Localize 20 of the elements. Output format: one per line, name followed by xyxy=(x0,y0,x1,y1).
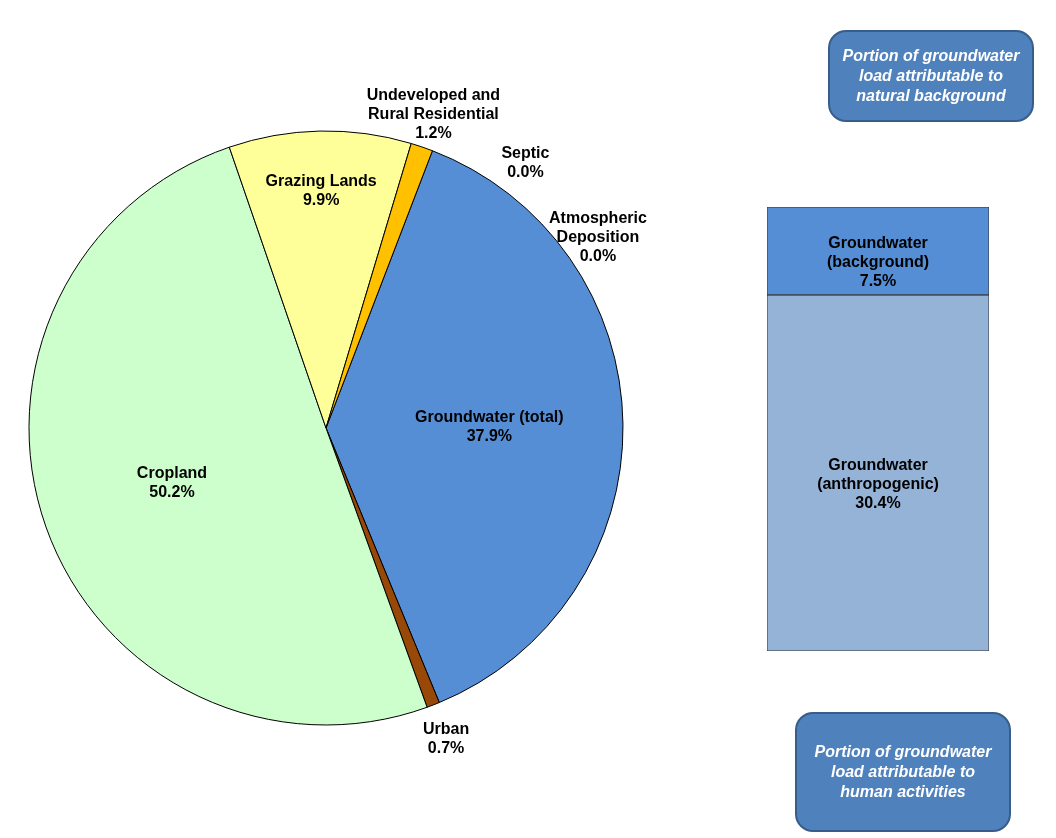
slice-label: Cropland xyxy=(136,464,208,482)
text: Portion of groundwater load attributable to natural background xyxy=(828,30,1034,122)
text: 0.0% xyxy=(579,247,617,265)
text: Portion of groundwater load attributable to human activities xyxy=(795,712,1011,832)
data-label: 9.9% xyxy=(302,191,340,209)
data-label: 30.4% xyxy=(855,493,901,511)
data-label: 7.5% xyxy=(859,271,897,289)
data-label: 0.7% xyxy=(427,739,465,757)
data-label: 1.2% xyxy=(415,124,452,142)
data-label: 37.9% xyxy=(466,426,513,444)
slice-label: Groundwater (total) xyxy=(415,407,564,425)
category-label: Septic xyxy=(501,143,550,161)
category-label: Atmospheric Deposition xyxy=(549,209,647,246)
data-label: 50.2% xyxy=(149,483,195,501)
text: 0.0% xyxy=(507,162,544,180)
series-label: Groundwater (anthropogenic) xyxy=(817,455,939,492)
series-label: Groundwater (background) xyxy=(826,233,930,270)
slice-label: Undeveloped and Rural Residential xyxy=(366,86,501,123)
slice-label: Grazing Lands xyxy=(265,172,377,190)
slice-label: Urban xyxy=(422,720,470,738)
